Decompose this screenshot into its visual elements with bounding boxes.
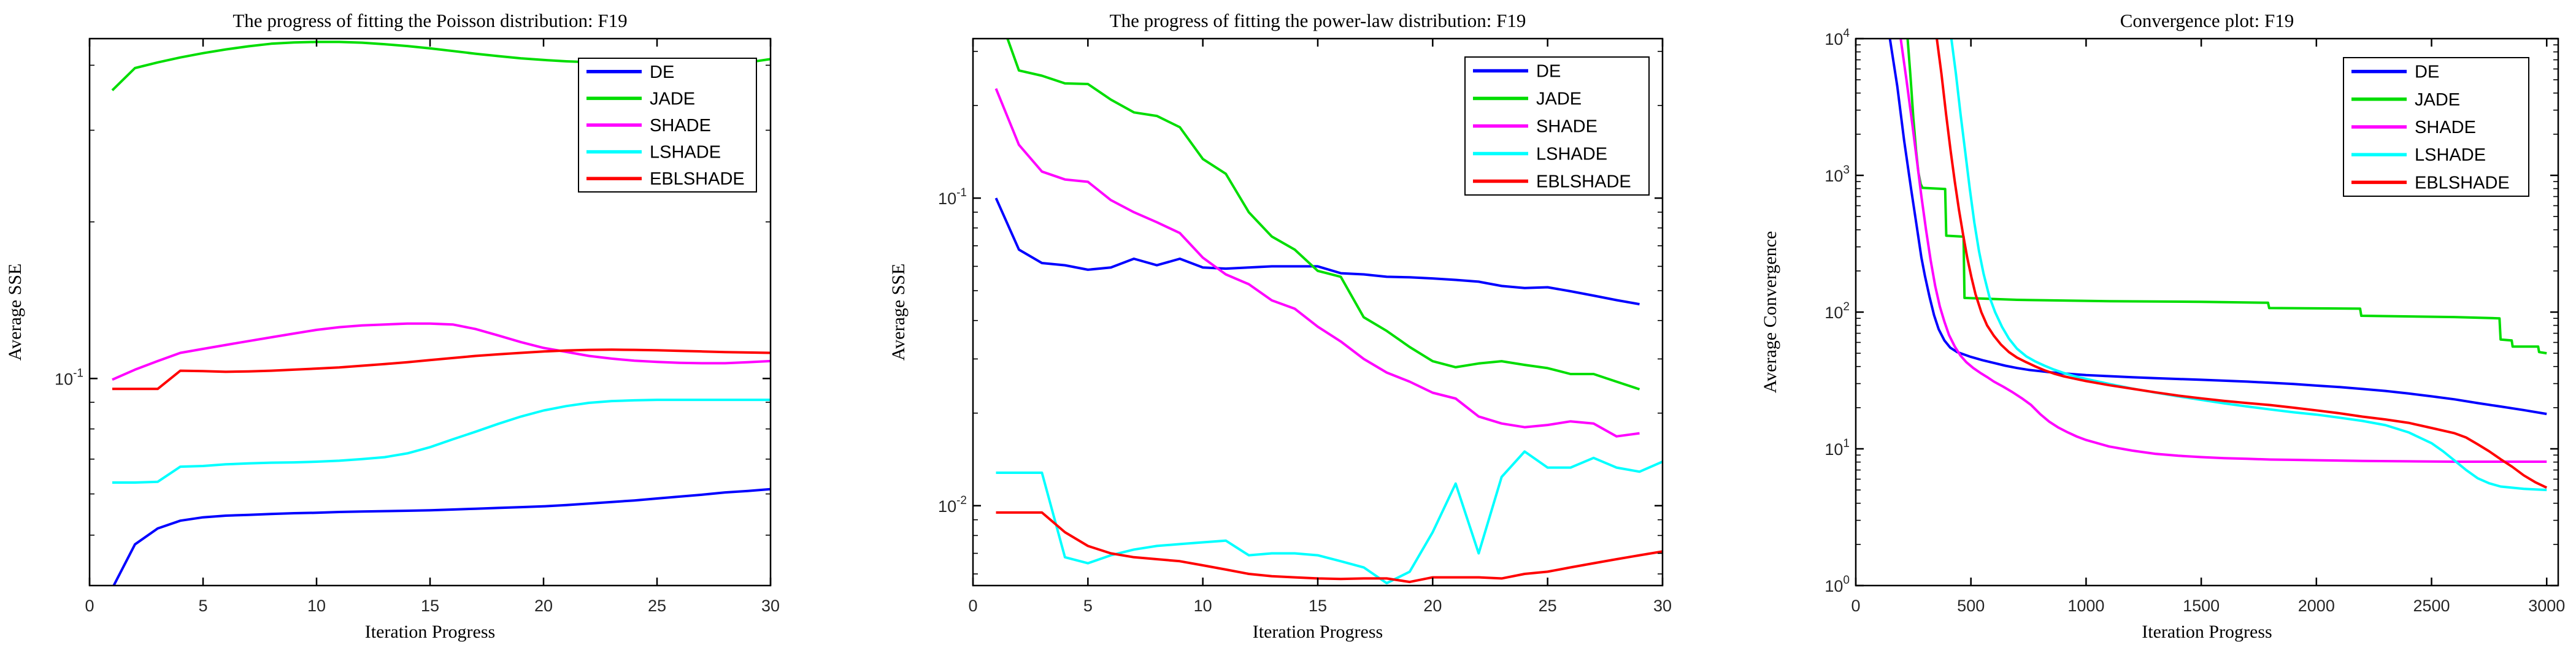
chart-convergence: 0 500 1000 1500 2000 2500 3000 100 101 102 103 104 C… xyxy=(1718,0,2576,653)
x-tick-label: 30 xyxy=(1653,597,1672,615)
chart-title: The progress of fitting the Poisson dist… xyxy=(233,10,627,31)
series-DE-line xyxy=(1888,39,2547,416)
x-tick-label: 15 xyxy=(1309,597,1327,615)
x-axis-label: Iteration Progress xyxy=(1253,622,1383,642)
series-LSHADE-line xyxy=(996,450,1663,585)
series-EBLSHADE-line xyxy=(1936,39,2548,489)
x-tick-label: 2000 xyxy=(2298,597,2335,615)
legend-label: EBLSHADE xyxy=(2415,173,2510,193)
x-tick-label: 15 xyxy=(421,597,439,615)
x-tick-label: 20 xyxy=(534,597,553,615)
axes: 0 500 1000 1500 2000 2500 3000 100 101 102 103 104 xyxy=(1824,27,2565,615)
x-axis-label: Iteration Progress xyxy=(365,622,495,642)
x-tick-label: 1000 xyxy=(2067,597,2104,615)
y-tick-label: 101 xyxy=(1824,437,1850,459)
legend-label: JADE xyxy=(2415,90,2460,110)
x-tick-label: 25 xyxy=(648,597,666,615)
legend-item-JADE: JADE xyxy=(1473,90,1582,109)
legend-label: LSHADE xyxy=(650,143,721,162)
x-tick-label: 20 xyxy=(1423,597,1442,615)
plot-series-group xyxy=(111,40,771,586)
legend-label: EBLSHADE xyxy=(650,169,745,189)
x-tick-label: 0 xyxy=(85,597,94,615)
x-tick-label: 500 xyxy=(1957,597,1985,615)
series-LSHADE-line xyxy=(112,399,771,484)
y-axis-label: Average SSE xyxy=(5,264,25,361)
series-DE-line xyxy=(112,487,771,586)
legend-label: SHADE xyxy=(2415,118,2476,137)
legend-item-EBLSHADE: EBLSHADE xyxy=(586,169,745,189)
x-tick-label: 25 xyxy=(1539,597,1557,615)
y-tick-label: 103 xyxy=(1824,164,1850,185)
y-axis-label: Average Convergence xyxy=(1760,231,1780,394)
legend-item-DE: DE xyxy=(586,63,674,82)
legend-label: DE xyxy=(1536,62,1561,82)
y-tick-label: 10-1 xyxy=(55,367,83,388)
legend-label: JADE xyxy=(1536,90,1582,109)
chart-title: The progress of fitting the power-law di… xyxy=(1110,10,1526,31)
legend-item-EBLSHADE: EBLSHADE xyxy=(1473,172,1631,192)
legend-item-DE: DE xyxy=(2351,63,2439,82)
chart-title: Convergence plot: F19 xyxy=(2120,10,2294,31)
legend-item-DE: DE xyxy=(1473,62,1561,82)
legend-item-LSHADE: LSHADE xyxy=(586,143,721,162)
x-tick-label: 0 xyxy=(968,597,977,615)
series-EBLSHADE-line xyxy=(112,348,771,391)
legend-item-EBLSHADE: EBLSHADE xyxy=(2351,173,2510,193)
x-tick-label: 2500 xyxy=(2413,597,2450,615)
x-tick-label: 3000 xyxy=(2528,597,2565,615)
legend-label: SHADE xyxy=(1536,117,1598,137)
legend: DE JADE SHADE LSHADE EBLSHADE xyxy=(578,58,757,193)
y-tick-label: 10-1 xyxy=(938,186,967,208)
x-tick-label: 30 xyxy=(761,597,780,615)
legend-item-JADE: JADE xyxy=(2351,90,2460,110)
legend-item-SHADE: SHADE xyxy=(586,116,711,136)
legend-item-JADE: JADE xyxy=(586,89,695,109)
x-axis-label: Iteration Progress xyxy=(2142,622,2272,642)
series-SHADE-line xyxy=(112,322,771,381)
chart-powerlaw-fitting: 0 5 10 15 20 25 30 10-1 10-2 The progress of fitt… xyxy=(859,0,1718,653)
legend-label: JADE xyxy=(650,89,695,109)
legend-item-LSHADE: LSHADE xyxy=(1473,145,1607,164)
legend-label: LSHADE xyxy=(2415,145,2486,165)
legend-item-SHADE: SHADE xyxy=(2351,118,2476,137)
legend-label: EBLSHADE xyxy=(1536,172,1631,192)
legend-label: DE xyxy=(2415,63,2439,82)
x-tick-label: 1500 xyxy=(2183,597,2220,615)
legend-label: DE xyxy=(650,63,674,82)
legend-label: SHADE xyxy=(650,116,711,136)
y-tick-label: 102 xyxy=(1824,300,1850,322)
legend-item-SHADE: SHADE xyxy=(1473,117,1598,137)
chart-poisson-fitting: 0 5 10 15 20 25 30 10-1 The progress of fitting … xyxy=(0,0,859,653)
y-axis-label: Average SSE xyxy=(888,264,909,361)
legend-item-LSHADE: LSHADE xyxy=(2351,145,2486,165)
series-JADE-line xyxy=(1006,39,1640,391)
x-tick-label: 5 xyxy=(1083,597,1093,615)
axes: 0 5 10 15 20 25 30 10-1 10-2 xyxy=(938,37,1672,615)
plot-series-group xyxy=(1888,39,2548,492)
legend-label: LSHADE xyxy=(1536,145,1607,164)
x-tick-label: 5 xyxy=(198,597,207,615)
y-tick-label: 104 xyxy=(1824,27,1850,48)
x-tick-label: 0 xyxy=(1851,597,1860,615)
axes: 0 5 10 15 20 25 30 10-1 xyxy=(55,37,780,615)
legend: DE JADE SHADE LSHADE EBLSHADE xyxy=(2343,57,2529,197)
x-tick-label: 10 xyxy=(307,597,326,615)
x-tick-label: 10 xyxy=(1194,597,1212,615)
plot-series-group xyxy=(994,39,1663,585)
series-SHADE-line xyxy=(1899,39,2547,463)
series-DE-line xyxy=(994,197,1640,306)
legend: DE JADE SHADE LSHADE EBLSHADE xyxy=(1464,56,1650,196)
series-SHADE-line xyxy=(994,88,1640,438)
y-tick-label: 100 xyxy=(1824,574,1850,595)
y-tick-label: 10-2 xyxy=(938,494,967,516)
series-EBLSHADE-line xyxy=(996,511,1663,584)
